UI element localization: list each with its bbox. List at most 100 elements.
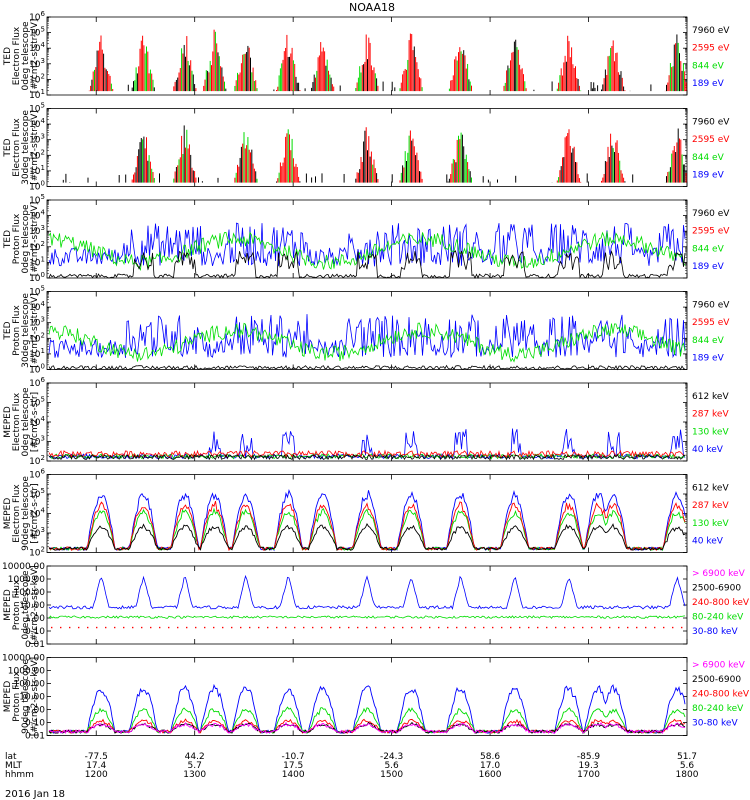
y-tick-exponent: 2 bbox=[41, 148, 45, 156]
y-tick-exponent: 4 bbox=[41, 415, 46, 423]
flux-point bbox=[195, 626, 197, 629]
legend-entry: 80-240 keV bbox=[692, 704, 744, 714]
y-tick-exponent: 6 bbox=[41, 468, 46, 476]
panel-frame bbox=[46, 199, 688, 279]
y-tick-exponent: 5 bbox=[41, 396, 45, 404]
footer-row-value: 5.7 bbox=[188, 761, 202, 771]
legend-entry: 189 eV bbox=[692, 262, 725, 272]
legend-entry: > 6900 keV bbox=[692, 661, 746, 671]
flux-point bbox=[51, 626, 53, 629]
y-tick-exponent: 2 bbox=[41, 331, 45, 339]
flux-point bbox=[357, 626, 359, 629]
y-tick-exponent: 1 bbox=[41, 255, 45, 263]
y-axis-label-line: [#/cm2-s-str-eV] bbox=[30, 19, 40, 94]
legend-entry: 189 eV bbox=[692, 171, 725, 181]
y-axis-label-line: MEPED bbox=[3, 406, 13, 438]
flux-point bbox=[591, 626, 593, 629]
flux-point bbox=[447, 626, 449, 629]
y-axis-label-line: Proton Flux bbox=[12, 213, 22, 264]
legend-entry: 2595 eV bbox=[692, 44, 730, 54]
y-tick-exponent: 5 bbox=[41, 193, 45, 201]
y-axis-label-line: TED bbox=[3, 230, 13, 249]
flux-trace bbox=[48, 500, 686, 552]
y-axis-label-line: TED bbox=[3, 47, 13, 66]
flux-point bbox=[186, 626, 188, 629]
flux-point bbox=[96, 626, 98, 629]
y-tick-label: 10000.00 bbox=[2, 562, 45, 572]
panel-7: 0.01 0.10 1.00 10.00 100.00 1000.00 10000.00 ME… bbox=[2, 562, 750, 650]
panel-frame bbox=[46, 108, 688, 187]
flux-point bbox=[402, 626, 404, 629]
flux-point bbox=[474, 626, 476, 629]
flux-trace bbox=[48, 706, 686, 735]
y-axis-label-line: [#/cm2-s-str] bbox=[30, 483, 40, 543]
y-axis-label-line: Electron Flux bbox=[12, 26, 22, 85]
flux-point bbox=[267, 626, 269, 629]
flux-point bbox=[393, 626, 395, 629]
y-axis-label-line: TED bbox=[3, 138, 13, 157]
legend-entry: 844 eV bbox=[692, 244, 725, 254]
flux-point bbox=[222, 626, 224, 629]
flux-point bbox=[465, 626, 467, 629]
data-series bbox=[48, 222, 686, 279]
flux-trace bbox=[48, 222, 686, 268]
panel-frame bbox=[46, 291, 688, 370]
flux-trace bbox=[48, 250, 686, 279]
y-axis-label-line: MEPED bbox=[3, 589, 13, 621]
data-series bbox=[88, 29, 687, 92]
y-axis-label-line: [#/cm2-s-str-keV] bbox=[30, 565, 40, 644]
legend-entry: 844 eV bbox=[692, 336, 725, 346]
panel-frame bbox=[46, 474, 688, 553]
panel-frame bbox=[46, 382, 688, 462]
footer-row-value: 5.6 bbox=[680, 761, 695, 771]
flux-point bbox=[573, 626, 575, 629]
footer-row-value: 1600 bbox=[479, 770, 502, 780]
flux-point bbox=[555, 626, 557, 629]
flux-point bbox=[501, 626, 503, 629]
flux-trace bbox=[48, 523, 686, 552]
y-tick-exponent: 3 bbox=[41, 435, 45, 443]
footer-row-value: 19.3 bbox=[579, 761, 599, 771]
flux-point bbox=[681, 626, 683, 629]
flux-point bbox=[663, 626, 665, 629]
y-tick-exponent: 3 bbox=[41, 316, 45, 324]
legend-entry: 7960 eV bbox=[692, 301, 730, 311]
flux-point bbox=[483, 626, 485, 629]
legend-entry: 189 eV bbox=[692, 354, 725, 364]
y-axis-label-line: [#/cm2-s-str-keV] bbox=[30, 657, 40, 736]
flux-trace bbox=[48, 721, 686, 734]
y-tick-exponent: 2 bbox=[41, 240, 45, 248]
y-tick-label: 106 bbox=[29, 468, 45, 481]
y-tick-label: 10000.00 bbox=[2, 654, 45, 664]
flux-point bbox=[177, 626, 179, 629]
flux-point bbox=[294, 626, 296, 629]
flux-trace bbox=[48, 449, 686, 459]
y-tick-label: 0.01 bbox=[25, 732, 45, 742]
y-tick-label: 100.00 bbox=[14, 588, 46, 598]
flux-point bbox=[150, 626, 152, 629]
y-tick-exponent: 4 bbox=[41, 507, 46, 515]
y-tick-exponent: 1 bbox=[41, 164, 45, 172]
flux-point bbox=[240, 626, 242, 629]
y-axis-label-line: 0deg telescope bbox=[21, 21, 31, 91]
flux-trace bbox=[48, 507, 686, 552]
flux-point bbox=[519, 626, 521, 629]
legend-entry: 7960 eV bbox=[692, 26, 730, 36]
data-series bbox=[48, 574, 686, 629]
legend-entry: 612 keV bbox=[692, 484, 729, 494]
flux-point bbox=[636, 626, 638, 629]
legend-entry: 7960 eV bbox=[692, 118, 730, 128]
flux-point bbox=[330, 626, 332, 629]
legend-entry: 2595 eV bbox=[692, 227, 730, 237]
flux-point bbox=[627, 626, 629, 629]
y-tick-exponent: 0 bbox=[41, 363, 45, 371]
legend-entry: 130 keV bbox=[692, 427, 729, 437]
y-tick-exponent: 3 bbox=[41, 133, 45, 141]
y-axis-label-line: 30deg telescope bbox=[21, 293, 31, 368]
y-axis-label-line: Proton Flux bbox=[12, 305, 22, 356]
y-axis-label-line: MEPED bbox=[3, 498, 13, 530]
y-axis-label-line: TED bbox=[3, 321, 13, 340]
flux-point bbox=[87, 626, 89, 629]
